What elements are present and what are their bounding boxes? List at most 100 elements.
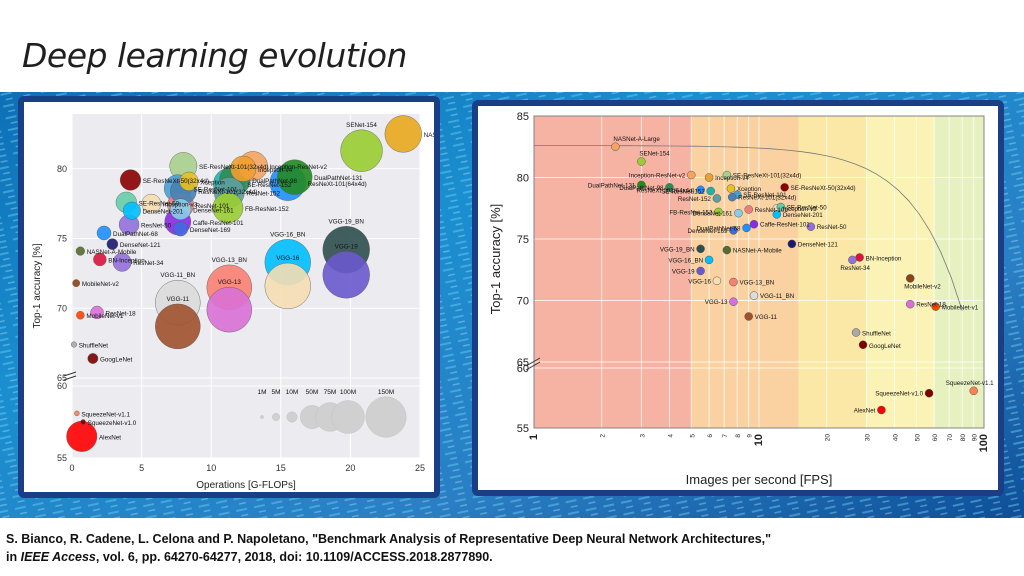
point-label-resnext-101-32x4d: ResNeXt-101(32x4d)	[198, 189, 257, 196]
x-tick-label: 60	[932, 434, 939, 442]
citation: S. Bianco, R. Cadene, L. Celona and P. N…	[6, 530, 771, 566]
point-bn-inception	[855, 253, 864, 262]
citation-rest: , vol. 6, pp. 64270-64277, 2018, doi: 10…	[95, 550, 493, 564]
point-label-alexnet: AlexNet	[99, 434, 121, 441]
x-tick-label: 15	[276, 463, 286, 473]
point-label-se-resnet-101: SE-ResNet-101	[193, 186, 238, 193]
point-vgg-16-bn	[704, 255, 714, 265]
y-tick-label: 75	[517, 234, 529, 246]
point-resnet-152	[712, 194, 722, 203]
size-legend-label: 50M	[306, 389, 319, 396]
point-resnet-18	[90, 305, 104, 320]
y-tick-label: 80	[517, 173, 529, 185]
x-tick-label: 5	[139, 463, 144, 473]
point-vgg-11	[744, 312, 753, 321]
point-label-inception-v3: Inception-v3	[163, 202, 198, 209]
point-densenet-161	[734, 208, 743, 218]
point-densenet-169	[729, 226, 738, 235]
point-vgg-19	[322, 251, 370, 299]
axis-break-mark	[525, 357, 541, 367]
point-vgg-11-bn	[749, 291, 759, 300]
point-label-resnet-50: ResNet-50	[817, 224, 847, 231]
point-label-densenet-121: DenseNet-121	[120, 242, 161, 249]
point-fb-resnet-152	[212, 192, 244, 224]
y-tick-label: 65	[57, 373, 67, 383]
point-label-resnext-101-64x4d: ResNeXt-101(64x4d)	[636, 187, 694, 194]
point-label-nasnet-a-large: NASNet-A-Large	[613, 136, 660, 143]
point-senet-154	[340, 129, 383, 172]
point-label-inception-resnet-v2: Inception-ResNet-v2	[270, 164, 328, 171]
citation-in: in	[6, 550, 21, 564]
y-tick-label: 60	[517, 363, 529, 375]
point-label-se-resnext-50-32x4d: SE-ResNeXt-50(32x4d)	[143, 178, 209, 185]
point-label-resnet-101: ResNet-101	[196, 203, 230, 210]
point-densenet-201	[122, 201, 141, 220]
y-tick-label: 85	[517, 111, 529, 123]
point-label-resnet-34: ResNet-34	[133, 260, 164, 267]
point-se-resnext-50-32x4d	[119, 169, 141, 191]
point-label-resnet-101: ResNet-101	[755, 207, 789, 214]
point-inception-v4	[704, 173, 714, 182]
x-tick-label: 3	[639, 434, 646, 438]
point-nasnet-a-mobile	[75, 246, 85, 256]
x-tick-label: 4	[667, 434, 674, 438]
size-legend-label: 10M	[286, 389, 299, 396]
point-label-dualpathnet-131: DualPathNet-131	[314, 175, 363, 182]
point-label-densenet-201: DenseNet-201	[143, 209, 184, 216]
point-label-densenet-161: DenseNet-161	[193, 207, 234, 214]
x-tick-label: 20	[825, 434, 832, 442]
point-label-shufflenet: ShuffleNet	[79, 343, 109, 350]
point-label-vgg-19-bn: VGG-19_BN	[660, 246, 695, 253]
point-shufflenet	[851, 328, 861, 337]
x-tick-label: 7	[722, 434, 729, 438]
point-label-caffe-resnet-101: Caffe-ResNet-101	[193, 220, 244, 227]
y-axis-title: Top-1 accuracy [%]	[32, 243, 43, 328]
point-xception	[726, 184, 736, 193]
point-label-squeezenet-v1-1: SqueezeNet-v1.1	[946, 380, 994, 387]
point-label-squeezenet-v1-0: SqueezeNet-v1.0	[88, 420, 137, 427]
point-vgg-16	[712, 276, 722, 286]
point-label-inception-v4: Inception-v4	[715, 175, 749, 182]
y-tick-label: 70	[57, 303, 67, 313]
point-label-densenet-169: DenseNet-169	[190, 227, 231, 234]
point-label-densenet-201: DenseNet-201	[783, 212, 823, 219]
x-tick-label: 40	[892, 434, 899, 442]
pareto-curve	[533, 145, 963, 311]
point-label-dualpathnet-68: DualPathNet-68	[113, 231, 158, 238]
x-tick-label: 10	[206, 463, 216, 473]
x-tick-label: 8	[735, 434, 742, 438]
point-label-dualpathnet-98: DualPathNet-98	[252, 178, 297, 185]
point-caffe-resnet-101	[749, 219, 759, 229]
point-fb-resnet-152	[714, 207, 723, 217]
point-densenet-121	[106, 238, 119, 250]
size-legend-circle	[286, 411, 298, 423]
point-label-resnet-152: ResNet-152	[246, 191, 280, 198]
point-label-nasnet-a-large: NASNet-A-Large	[424, 132, 434, 139]
point-label-vgg-13-bn: VGG-13_BN	[212, 257, 248, 264]
point-label-squeezenet-v1-0: SqueezeNet-v1.0	[875, 391, 923, 398]
point-mobilenet-v1	[76, 311, 85, 320]
point-label-dualpathnet-98: DualPathNet-98	[619, 185, 664, 192]
point-label-resnet-18: ResNet-18	[106, 310, 137, 317]
point-label-se-resnet-50: SE-ResNet-50	[139, 200, 180, 207]
x-tick-label: 80	[960, 434, 967, 442]
x-axis-title: Images per second [FPS]	[686, 472, 833, 487]
y-tick-label: 55	[57, 453, 67, 463]
point-vgg-16	[264, 262, 311, 310]
axis-break-mark	[525, 361, 541, 371]
y-tick-label: 80	[57, 164, 67, 174]
speed-band	[866, 116, 935, 428]
point-label-se-resnet-50: SE-ResNet-50	[787, 205, 827, 212]
point-label-vgg-19: VGG-19	[672, 268, 695, 275]
slide-title: Deep learning evolution	[22, 36, 407, 75]
size-legend-circle	[272, 413, 280, 421]
point-label-bn-inception: BN-Inception	[108, 257, 145, 264]
x-tick-label: 25	[415, 463, 425, 473]
point-label-mobilenet-v1: MobileNet-v1	[942, 305, 979, 312]
point-label-resnext-101-64x4d: ResNeXt-101(64x4d)	[308, 181, 367, 188]
y-tick-label: 75	[57, 234, 67, 244]
axis-break-mark	[63, 371, 77, 377]
point-resnet-101	[744, 205, 753, 214]
point-xception	[179, 171, 199, 191]
speed-band	[534, 116, 692, 428]
